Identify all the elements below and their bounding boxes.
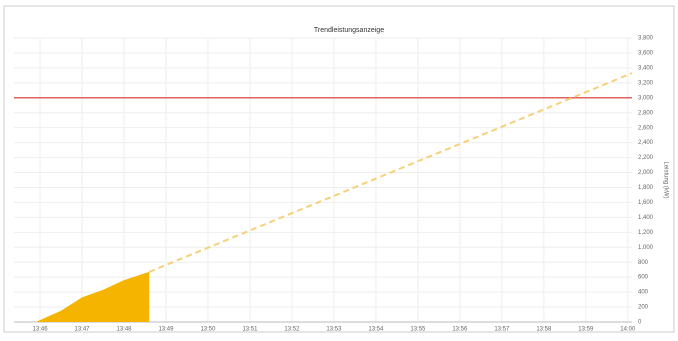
y-tick-label: 800 — [638, 260, 649, 266]
y-tick-label: 1,400 — [638, 215, 654, 221]
x-tick-label: 13:53 — [326, 327, 342, 333]
chart-title: Trendleistungsanzeige — [314, 27, 384, 34]
y-tick-label: 400 — [638, 290, 649, 296]
x-tick-label: 13:48 — [116, 327, 132, 333]
y-tick-label: 2,800 — [638, 110, 654, 116]
x-tick-label: 13:49 — [158, 327, 174, 333]
y-tick-label: 0 — [638, 320, 642, 326]
y-tick-label: 2,400 — [638, 140, 654, 146]
y-tick-label: 200 — [638, 305, 649, 311]
y-tick-label: 2,000 — [638, 170, 654, 176]
y-tick-label: 3,000 — [638, 95, 654, 101]
x-tick-label: 13:59 — [578, 327, 594, 333]
x-tick-label: 13:52 — [284, 327, 300, 333]
area — [35, 271, 150, 322]
y-tick-label: 600 — [638, 275, 649, 281]
x-tick-label: 13:54 — [368, 327, 384, 333]
x-tick-label: 13:50 — [200, 327, 216, 333]
y-tick-label: 2,200 — [638, 155, 654, 161]
y-tick-label: 2,600 — [638, 125, 654, 131]
y-tick-label: 3,200 — [638, 80, 654, 86]
y-tick-label: 1,000 — [638, 245, 654, 251]
y-tick-label: 1,200 — [638, 230, 654, 236]
y-tick-label: 3,600 — [638, 51, 654, 57]
x-tick-label: 14:00 — [620, 327, 636, 333]
x-tick-label: 13:57 — [494, 327, 510, 333]
x-tick-label: 13:56 — [452, 327, 468, 333]
x-tick-label: 13:58 — [536, 327, 552, 333]
y-axis-label: Leistung (kW) — [662, 161, 668, 198]
y-tick-label: 3,800 — [638, 36, 654, 42]
chart-frame — [3, 5, 675, 333]
x-tick-label: 13:46 — [33, 327, 49, 333]
trend-line — [148, 72, 633, 273]
y-tick-label: 1,800 — [638, 185, 654, 191]
x-tick-label: 13:55 — [410, 327, 426, 333]
x-tick-label: 13:51 — [242, 327, 258, 333]
y-tick-label: 3,400 — [638, 65, 654, 71]
x-tick-label: 13:47 — [75, 327, 91, 333]
y-tick-label: 1,600 — [638, 200, 654, 206]
